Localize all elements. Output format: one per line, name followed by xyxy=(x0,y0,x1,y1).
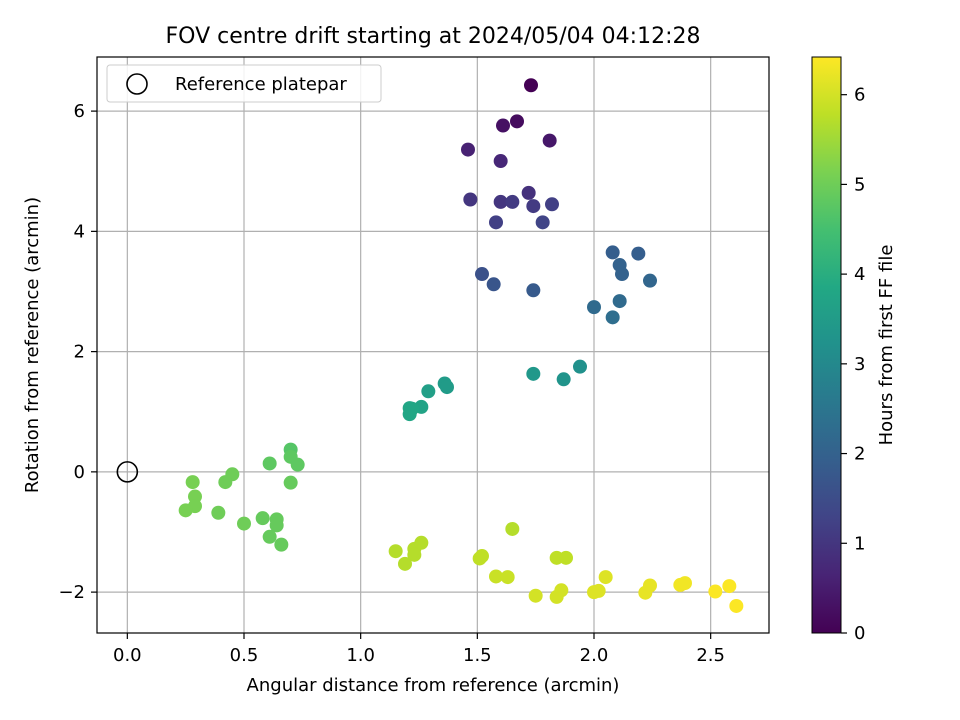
data-point xyxy=(402,407,417,422)
colorbar-ticks: 0 1 2 3 4 5 6 xyxy=(841,85,865,644)
colorbar-gradient xyxy=(811,56,842,634)
data-point xyxy=(510,114,524,129)
data-point xyxy=(496,118,510,133)
legend-marker-open-circle xyxy=(126,73,148,95)
data-point xyxy=(290,457,305,472)
colorbar-tick-label: 3 xyxy=(854,354,865,375)
scatter-points xyxy=(178,78,744,613)
legend: Reference platepar xyxy=(106,64,382,103)
data-point xyxy=(262,529,277,544)
data-point xyxy=(255,511,270,526)
data-point xyxy=(489,569,503,584)
data-point xyxy=(631,246,646,261)
data-point xyxy=(283,475,298,490)
data-point xyxy=(211,505,226,520)
data-point xyxy=(407,547,422,562)
data-point xyxy=(605,245,620,260)
chart-title: FOV centre drift starting at 2024/05/04 … xyxy=(166,24,701,49)
colorbar-tick-label: 1 xyxy=(854,533,865,554)
data-point xyxy=(414,535,429,550)
data-point xyxy=(237,516,251,531)
y-tick-label: 2 xyxy=(74,342,85,363)
data-point xyxy=(440,380,454,395)
data-point xyxy=(185,475,200,490)
legend-entry-label: Reference platepar xyxy=(175,74,347,95)
data-point xyxy=(463,192,478,207)
data-point xyxy=(573,359,587,374)
data-point xyxy=(535,215,550,230)
data-point xyxy=(461,142,475,157)
data-point xyxy=(274,537,289,552)
x-tick-label: 2.0 xyxy=(580,645,609,666)
data-point xyxy=(398,556,412,571)
y-tick-label: 4 xyxy=(74,221,85,242)
data-point xyxy=(178,503,193,518)
data-point xyxy=(587,300,601,315)
colorbar-tick-label: 5 xyxy=(854,174,865,195)
x-tick-label: 0.0 xyxy=(113,645,142,666)
plot-frame xyxy=(96,56,770,634)
data-point xyxy=(388,544,403,559)
data-point xyxy=(500,570,515,585)
data-point xyxy=(505,194,520,209)
x-tick-label: 1.5 xyxy=(463,645,492,666)
data-point xyxy=(526,366,541,381)
data-point xyxy=(528,588,543,603)
data-point xyxy=(421,384,436,399)
y-axis-ticks: −2 0 2 4 6 xyxy=(58,101,97,603)
colorbar-label: Hours from first FF file xyxy=(876,245,897,446)
data-point xyxy=(475,267,489,282)
data-point xyxy=(729,598,744,613)
x-tick-label: 2.5 xyxy=(696,645,725,666)
data-point xyxy=(493,194,508,209)
x-tick-label: 1.0 xyxy=(346,645,375,666)
data-point xyxy=(612,294,627,309)
data-point xyxy=(188,489,202,504)
data-point xyxy=(556,372,571,387)
data-point xyxy=(605,310,620,325)
data-point xyxy=(643,273,657,288)
colorbar-tick-label: 4 xyxy=(854,264,865,285)
data-point xyxy=(591,583,606,598)
colorbar-tick-label: 6 xyxy=(854,85,865,106)
x-tick-label: 0.5 xyxy=(230,645,259,666)
grid-lines xyxy=(97,57,769,633)
data-point xyxy=(708,584,723,599)
data-point xyxy=(505,521,520,536)
data-point xyxy=(521,185,536,200)
colorbar-tick-label: 0 xyxy=(854,623,865,644)
data-point xyxy=(524,78,538,93)
reference-marker-group xyxy=(116,461,139,483)
data-point xyxy=(554,583,569,598)
y-tick-label: −2 xyxy=(58,582,85,603)
data-point xyxy=(545,197,559,212)
colorbar: 0 1 2 3 4 5 6 Hours from first FF file xyxy=(811,56,897,644)
data-point xyxy=(559,550,573,565)
data-point xyxy=(542,133,557,148)
data-point xyxy=(722,579,737,594)
data-point xyxy=(526,199,541,214)
data-point xyxy=(526,283,541,298)
data-point xyxy=(486,277,501,292)
y-axis-label: Rotation from reference (arcmin) xyxy=(22,197,43,493)
data-point xyxy=(598,570,613,585)
data-point xyxy=(475,549,489,564)
data-point xyxy=(269,518,284,533)
y-tick-label: 0 xyxy=(74,462,85,483)
data-point xyxy=(643,578,657,593)
data-point xyxy=(678,576,692,591)
reference-platepar-marker xyxy=(116,461,139,483)
data-point xyxy=(493,154,508,169)
colorbar-tick-label: 2 xyxy=(854,444,865,465)
legend-box xyxy=(106,64,382,103)
x-axis-ticks: 0.0 0.5 1.0 1.5 2.0 2.5 xyxy=(113,633,725,666)
data-point xyxy=(615,267,629,282)
data-point xyxy=(218,475,233,490)
data-point xyxy=(262,456,277,471)
data-point xyxy=(489,215,503,230)
y-tick-label: 6 xyxy=(74,101,85,122)
x-axis-label: Angular distance from reference (arcmin) xyxy=(247,675,620,696)
